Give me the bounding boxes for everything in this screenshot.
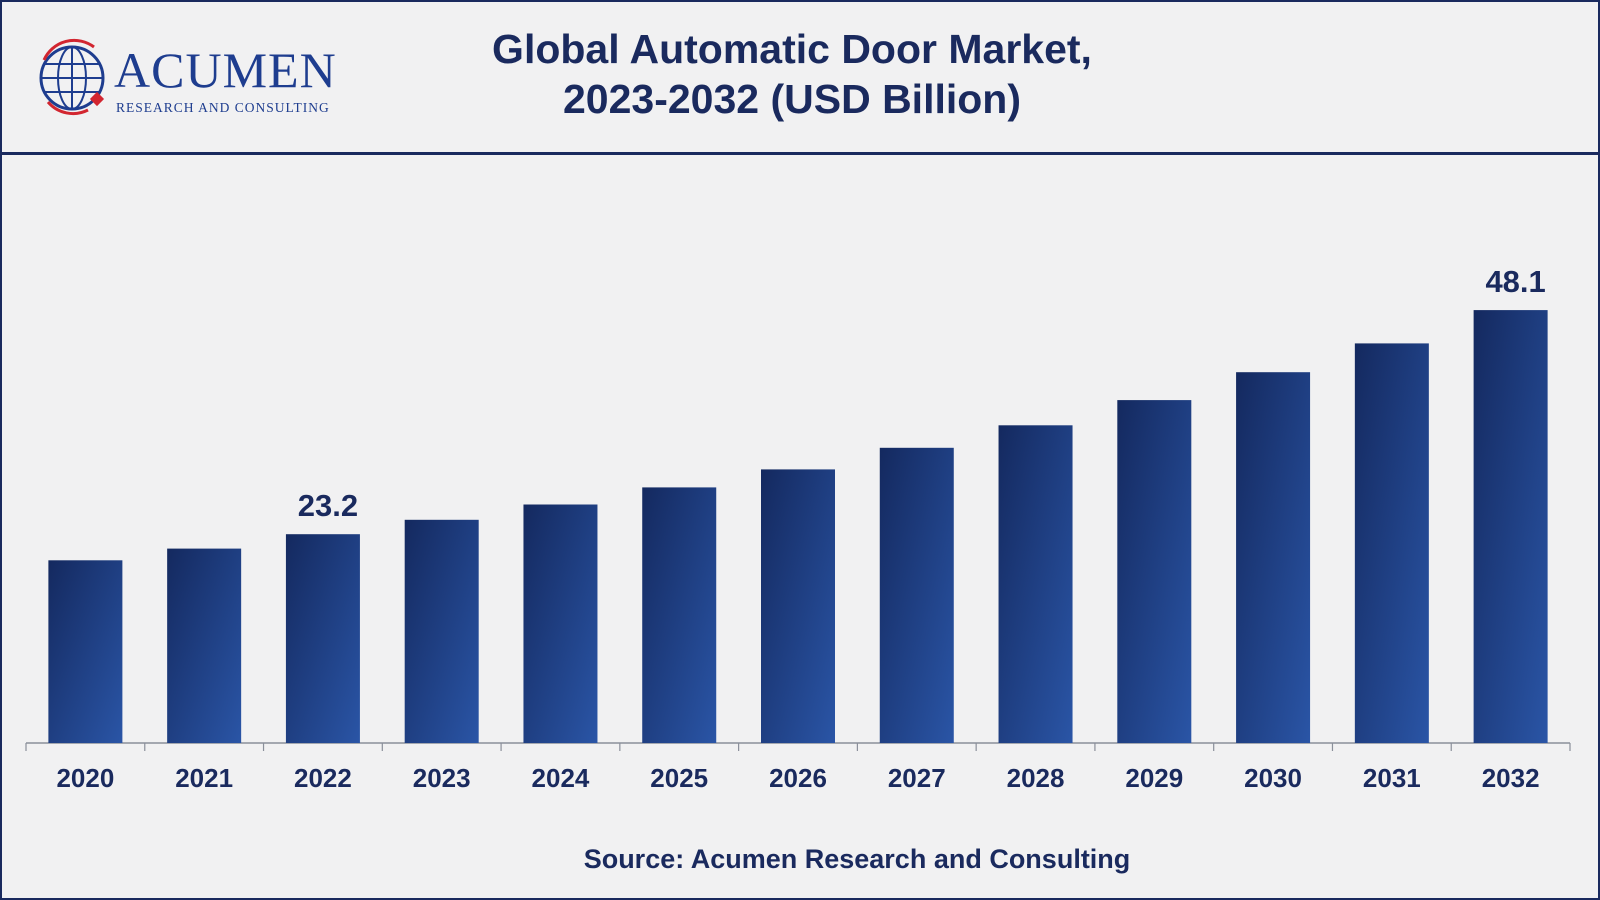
bar-2025 bbox=[642, 487, 717, 743]
chart-title: Global Automatic Door Market, 2023-2032 … bbox=[382, 24, 1202, 124]
x-tick-label-2022: 2022 bbox=[294, 763, 352, 793]
bar-2028 bbox=[998, 425, 1073, 743]
bar-2031 bbox=[1354, 343, 1429, 743]
header: ACUMEN RESEARCH AND CONSULTING Global Au… bbox=[2, 2, 1598, 152]
bar-chart: 2020 2021 2022 23.2 2023 2024 2025 2026 2027 2028… bbox=[25, 264, 1571, 793]
bar-2021 bbox=[167, 548, 242, 743]
x-tick-label-2021: 2021 bbox=[175, 763, 233, 793]
acumen-logo: ACUMEN RESEARCH AND CONSULTING bbox=[36, 38, 366, 118]
x-tick-label-2025: 2025 bbox=[650, 763, 708, 793]
bar-2029 bbox=[1117, 400, 1192, 743]
header-divider bbox=[2, 152, 1598, 155]
bar-2024 bbox=[523, 504, 598, 743]
bar-2020 bbox=[48, 560, 123, 743]
x-tick-label-2030: 2030 bbox=[1244, 763, 1302, 793]
x-tick-label-2027: 2027 bbox=[888, 763, 946, 793]
bar-2030 bbox=[1236, 372, 1311, 743]
bar-2027 bbox=[879, 447, 954, 743]
data-label-2022: 23.2 bbox=[298, 488, 358, 523]
x-tick-label-2028: 2028 bbox=[1007, 763, 1065, 793]
x-tick-label-2026: 2026 bbox=[769, 763, 827, 793]
logo-wordmark: ACUMEN bbox=[114, 42, 337, 98]
logo-tagline: RESEARCH AND CONSULTING bbox=[116, 100, 330, 115]
source-note: Source: Acumen Research and Consulting bbox=[583, 844, 1131, 874]
bar-2023 bbox=[404, 519, 479, 743]
chart-title-line-2: 2023-2032 (USD Billion) bbox=[563, 76, 1021, 122]
x-tick-label-2024: 2024 bbox=[532, 763, 590, 793]
x-tick-label-2023: 2023 bbox=[413, 763, 471, 793]
x-tick-label-2031: 2031 bbox=[1363, 763, 1421, 793]
data-label-2032: 48.1 bbox=[1485, 264, 1545, 299]
chart-title-line-1: Global Automatic Door Market, bbox=[492, 26, 1092, 72]
bar-2026 bbox=[761, 469, 835, 743]
x-tick-label-2029: 2029 bbox=[1125, 763, 1183, 793]
bar-2022 bbox=[285, 534, 360, 743]
bar-2032 bbox=[1473, 310, 1548, 743]
x-tick-label-2020: 2020 bbox=[56, 763, 114, 793]
globe-icon bbox=[39, 38, 105, 115]
x-tick-label-2032: 2032 bbox=[1482, 763, 1540, 793]
